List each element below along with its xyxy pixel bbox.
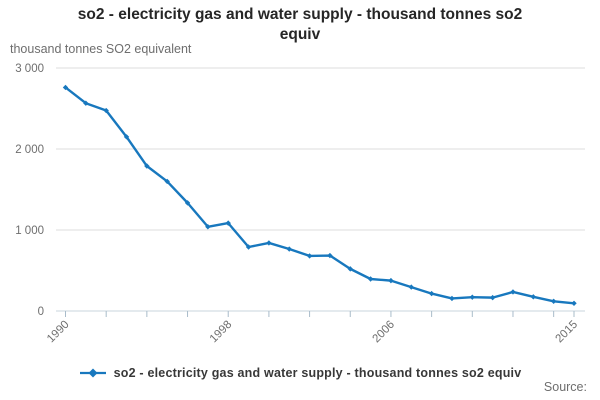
chart-title: so2 - electricity gas and water supply -… (0, 5, 600, 45)
data-point-2015[interactable] (571, 300, 577, 307)
data-point-1992[interactable] (103, 107, 109, 114)
x-tick-label-2006: 2006 (370, 319, 397, 346)
plot-area: 0 1 000 2 000 3 000 1990 1998 2006 2015 (15, 63, 585, 346)
series-line (64, 86, 576, 305)
data-point-1991[interactable] (83, 100, 89, 106)
data-point-2011[interactable] (489, 294, 496, 301)
data-point-1995[interactable] (164, 178, 170, 185)
x-tick-label-1990: 1990 (45, 319, 72, 346)
x-tick-label-1998: 1998 (208, 319, 235, 346)
legend-line-marker-icon (79, 368, 106, 378)
data-point-2000[interactable] (266, 240, 272, 246)
y-tick-label-2000: 2 000 (15, 144, 44, 156)
data-point-2006[interactable] (388, 277, 394, 284)
data-point-1993[interactable] (123, 134, 130, 140)
data-point-1996[interactable] (184, 200, 191, 206)
data-point-1999[interactable] (245, 244, 252, 250)
data-point-2003[interactable] (327, 252, 333, 259)
data-point-2012[interactable] (510, 289, 516, 295)
data-point-2007[interactable] (408, 284, 414, 290)
data-point-1994[interactable] (144, 163, 150, 169)
data-point-2005[interactable] (367, 276, 374, 282)
data-point-2001[interactable] (286, 246, 292, 252)
y-tick-label-3000: 3 000 (15, 63, 44, 75)
data-point-1998[interactable] (225, 220, 231, 226)
y-tick-label-1000: 1 000 (15, 225, 44, 237)
y-axis-title: thousand tonnes SO2 equivalent (10, 42, 192, 56)
data-point-2013[interactable] (530, 294, 537, 300)
data-point-2004[interactable] (347, 266, 353, 272)
y-tick-label-0: 0 (38, 306, 44, 318)
data-point-2010[interactable] (469, 294, 475, 300)
legend[interactable]: so2 - electricity gas and water supply -… (0, 364, 600, 382)
data-point-2008[interactable] (428, 290, 435, 297)
chart-title-line1: so2 - electricity gas and water supply -… (77, 6, 523, 23)
data-point-1997[interactable] (205, 224, 211, 230)
legend-diamond-marker (88, 368, 98, 378)
data-point-2014[interactable] (550, 298, 557, 304)
data-point-2002[interactable] (306, 253, 313, 259)
legend-label: so2 - electricity gas and water supply -… (113, 366, 522, 380)
data-point-2009[interactable] (449, 295, 455, 302)
chart-title-line2: equiv (279, 26, 321, 43)
source-label: Source: (543, 380, 587, 394)
x-tick-label-2015: 2015 (554, 319, 581, 346)
